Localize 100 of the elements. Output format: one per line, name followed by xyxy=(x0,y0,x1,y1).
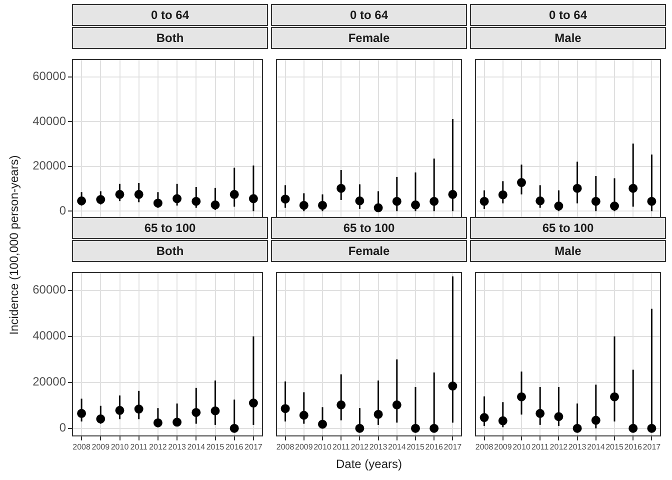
point xyxy=(115,190,124,199)
y-tick-label: 0 xyxy=(59,203,66,218)
x-tick-label: 2010 xyxy=(314,442,332,452)
point xyxy=(536,196,545,206)
point xyxy=(480,196,489,206)
point xyxy=(280,404,290,414)
x-tick-label: 2012 xyxy=(149,442,168,452)
x-tick-label: 2016 xyxy=(624,442,643,452)
point xyxy=(411,200,420,210)
point xyxy=(628,424,638,433)
point xyxy=(280,194,290,204)
point xyxy=(647,424,656,433)
point xyxy=(153,198,162,208)
point xyxy=(336,184,346,193)
point xyxy=(374,410,383,419)
point xyxy=(96,414,106,424)
chart-title: 0 to 64 xyxy=(271,4,467,26)
point xyxy=(192,196,201,206)
point xyxy=(172,418,182,427)
x-tick-label: 2013 xyxy=(369,442,388,452)
point xyxy=(554,202,564,211)
y-tick-label: 60000 xyxy=(32,282,66,297)
chart-title: 65 to 100 xyxy=(470,217,666,239)
x-tick-label: 2014 xyxy=(187,442,206,452)
point xyxy=(172,194,182,204)
chart-title: 65 to 100 xyxy=(72,217,268,239)
x-tick-label: 2011 xyxy=(130,442,148,452)
point xyxy=(392,196,402,206)
x-tick-label: 2012 xyxy=(350,442,370,452)
y-axis-title: Incidence (100,000 person-years) xyxy=(7,155,21,335)
x-tick-label: 2017 xyxy=(444,442,462,452)
point xyxy=(554,412,564,422)
x-tick-label: 2011 xyxy=(532,442,550,452)
x-tick-label: 2015 xyxy=(206,442,225,452)
point xyxy=(115,406,124,415)
point xyxy=(517,178,526,188)
x-tick-label: 2016 xyxy=(225,442,244,452)
point xyxy=(318,200,327,210)
chart-title: 0 to 64 xyxy=(72,4,268,26)
x-tick-label: 2017 xyxy=(244,442,263,452)
point xyxy=(134,404,144,414)
point xyxy=(480,413,489,422)
point xyxy=(498,190,508,200)
point xyxy=(299,200,308,210)
point xyxy=(374,203,383,212)
point xyxy=(498,416,508,426)
point xyxy=(210,406,220,416)
point xyxy=(572,424,582,433)
chart-title: 0 to 64 xyxy=(470,4,666,26)
chart-subtitle: Male xyxy=(470,27,666,49)
point xyxy=(355,196,364,206)
point xyxy=(572,184,582,193)
point xyxy=(77,196,86,206)
point xyxy=(448,382,458,391)
point xyxy=(392,400,402,410)
point xyxy=(591,196,600,206)
point xyxy=(230,190,239,199)
y-tick-label: 0 xyxy=(59,420,66,435)
x-tick-label: 2015 xyxy=(406,442,425,452)
point xyxy=(448,190,458,199)
point xyxy=(647,196,656,206)
chart-title: 65 to 100 xyxy=(271,217,467,239)
x-tick-label: 2009 xyxy=(295,442,314,452)
x-tick-label: 2017 xyxy=(642,442,662,452)
x-tick-label: 2008 xyxy=(475,442,494,452)
point xyxy=(430,196,439,206)
point xyxy=(411,424,420,433)
x-axis-title: Date (years) xyxy=(336,457,402,471)
point xyxy=(77,408,86,418)
x-tick-label: 2008 xyxy=(72,442,91,452)
point xyxy=(153,418,162,428)
point xyxy=(96,195,106,204)
chart-subtitle: Male xyxy=(470,240,666,262)
chart-subtitle: Both xyxy=(72,27,268,49)
point xyxy=(536,408,545,418)
point xyxy=(336,400,346,410)
x-tick-label: 2008 xyxy=(276,442,295,452)
x-tick-label: 2010 xyxy=(512,442,531,452)
point xyxy=(230,424,239,433)
point xyxy=(610,392,619,402)
point xyxy=(299,410,308,420)
point xyxy=(248,398,258,408)
x-tick-label: 2009 xyxy=(92,442,110,452)
point xyxy=(318,420,327,429)
x-tick-label: 2016 xyxy=(425,442,444,452)
x-tick-label: 2010 xyxy=(110,442,130,452)
point xyxy=(192,408,201,417)
point xyxy=(628,184,638,193)
point xyxy=(248,194,258,204)
y-tick-label: 40000 xyxy=(32,114,66,128)
y-tick-label: 40000 xyxy=(32,328,66,343)
y-tick-label: 20000 xyxy=(32,374,66,389)
y-tick-label: 60000 xyxy=(32,69,66,84)
point xyxy=(517,392,526,402)
point xyxy=(591,416,600,425)
point xyxy=(430,424,439,433)
x-tick-label: 2014 xyxy=(587,442,606,452)
x-tick-label: 2014 xyxy=(388,442,406,452)
point xyxy=(134,190,144,199)
point xyxy=(610,202,619,211)
